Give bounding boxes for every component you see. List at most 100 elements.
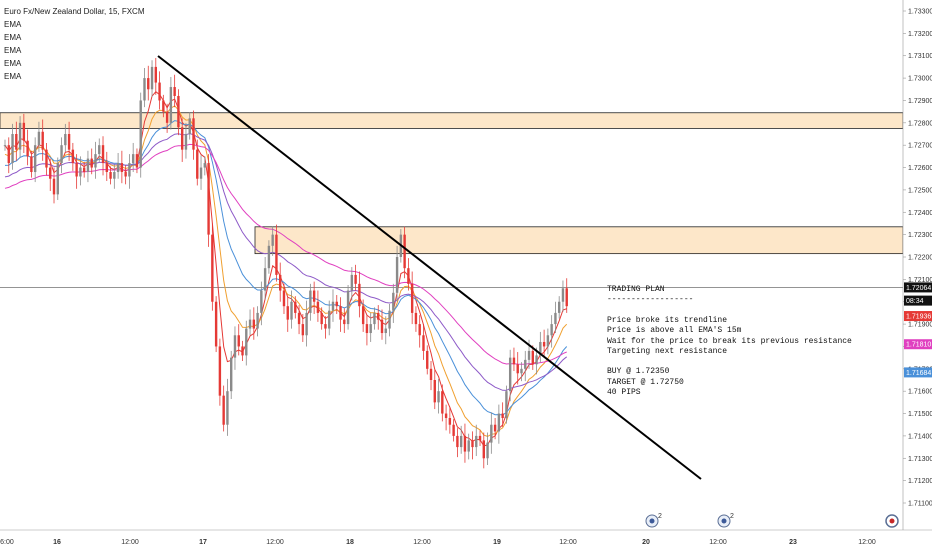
candle-body — [49, 167, 52, 179]
candle-body — [320, 312, 323, 325]
candle-body — [414, 312, 418, 325]
price-badge-label: 08:34 — [906, 298, 924, 305]
candle-body — [471, 440, 474, 448]
candle-body — [124, 172, 127, 177]
ema-label-2[interactable]: EMA — [4, 33, 22, 42]
note-plan-buy: BUY @ 1.72350 — [607, 367, 670, 377]
candle-body — [448, 418, 452, 425]
candle-body — [463, 435, 467, 452]
candle-body — [45, 149, 48, 168]
candle-body — [282, 290, 286, 307]
candle-body — [546, 335, 550, 347]
candle-body — [241, 346, 244, 356]
y-tick-label: 1.73300 — [908, 9, 932, 16]
y-tick-label: 1.71400 — [908, 433, 932, 440]
candle-body — [339, 306, 342, 320]
candle-body — [116, 163, 120, 173]
candle-body — [316, 301, 320, 313]
y-tick-label: 1.71300 — [908, 456, 932, 463]
ema-label-5[interactable]: EMA — [4, 72, 22, 81]
candle-body — [403, 234, 406, 269]
note-plan-target: TARGET @ 1.72750 — [607, 377, 684, 387]
candle-body — [154, 66, 157, 83]
candle-body — [260, 290, 263, 313]
candle-body — [11, 134, 14, 164]
candle-body — [90, 158, 93, 168]
candle-body — [324, 324, 327, 329]
ema-label-4[interactable]: EMA — [4, 59, 22, 68]
ema-label-1[interactable]: EMA — [4, 20, 22, 29]
candle-body — [267, 245, 271, 269]
candle-body — [490, 424, 493, 443]
ema-line-4 — [4, 133, 568, 391]
candle-body — [256, 312, 259, 329]
note-plan-pips: 40 PIPS — [607, 388, 641, 398]
x-tick-label: 23 — [789, 539, 797, 546]
price-axis — [903, 0, 932, 530]
candle-body — [441, 391, 444, 414]
candle-body — [158, 82, 161, 101]
y-tick-label: 1.72200 — [908, 255, 932, 262]
candle-body — [467, 440, 470, 452]
candle-body — [230, 357, 233, 392]
candle-body — [169, 87, 173, 123]
candle-body — [350, 274, 354, 291]
candle-body — [135, 154, 139, 168]
candle-body — [113, 172, 116, 179]
candle-body — [3, 145, 7, 147]
price-badge-label: 1.72064 — [906, 285, 931, 292]
candle-body — [542, 341, 546, 347]
event-marker-count: 2 — [730, 513, 734, 520]
candle-body — [554, 312, 557, 325]
candle-body — [346, 290, 350, 325]
candle-body — [452, 424, 455, 436]
price-badge — [904, 367, 932, 378]
candle-body — [207, 163, 210, 235]
candle-body — [94, 154, 97, 168]
resistance-zone-1[interactable] — [0, 112, 904, 129]
y-tick-label: 1.72300 — [908, 232, 932, 239]
ema-line-5 — [4, 143, 567, 365]
candle-body — [294, 301, 297, 313]
y-tick-label: 1.72500 — [908, 187, 932, 194]
trendline[interactable] — [157, 55, 702, 480]
y-tick-label: 1.72800 — [908, 120, 932, 127]
candle-body — [361, 306, 365, 325]
candle-body — [139, 100, 142, 168]
candle-body — [203, 163, 207, 168]
candle-body — [561, 288, 565, 302]
x-tick-label: 12:00 — [413, 539, 431, 546]
candle-body — [520, 368, 523, 374]
candle-body — [493, 424, 497, 432]
candle-body — [343, 319, 346, 325]
candle-body — [369, 324, 372, 334]
event-marker-count: 2 — [658, 513, 662, 520]
candle-body — [392, 292, 395, 311]
x-tick-label: 12:00 — [121, 539, 139, 546]
candle-body — [407, 268, 410, 284]
resistance-zone-2[interactable] — [254, 226, 904, 255]
candle-body — [101, 145, 105, 164]
candle-body — [312, 290, 316, 302]
candle-body — [286, 306, 289, 320]
price-badge-label: 1.71810 — [906, 342, 931, 349]
chart-settings-dot — [889, 518, 895, 524]
ema-label-3[interactable]: EMA — [4, 46, 22, 55]
candle-body — [75, 163, 78, 177]
candle-body — [226, 391, 229, 425]
candle-body — [165, 111, 169, 123]
y-tick-label: 1.71600 — [908, 389, 932, 396]
candle-body — [328, 310, 331, 329]
candle-body — [82, 167, 86, 173]
y-tick-label: 1.71100 — [908, 501, 932, 508]
candle-body — [222, 395, 225, 425]
candle-body — [426, 350, 429, 369]
candle-body — [429, 368, 433, 380]
candle-body — [128, 163, 131, 177]
candle-body — [162, 100, 165, 112]
event-marker-dot — [721, 518, 727, 524]
candle-body — [373, 312, 376, 325]
candle-body — [147, 78, 150, 90]
x-tick-label: 18 — [346, 539, 354, 546]
